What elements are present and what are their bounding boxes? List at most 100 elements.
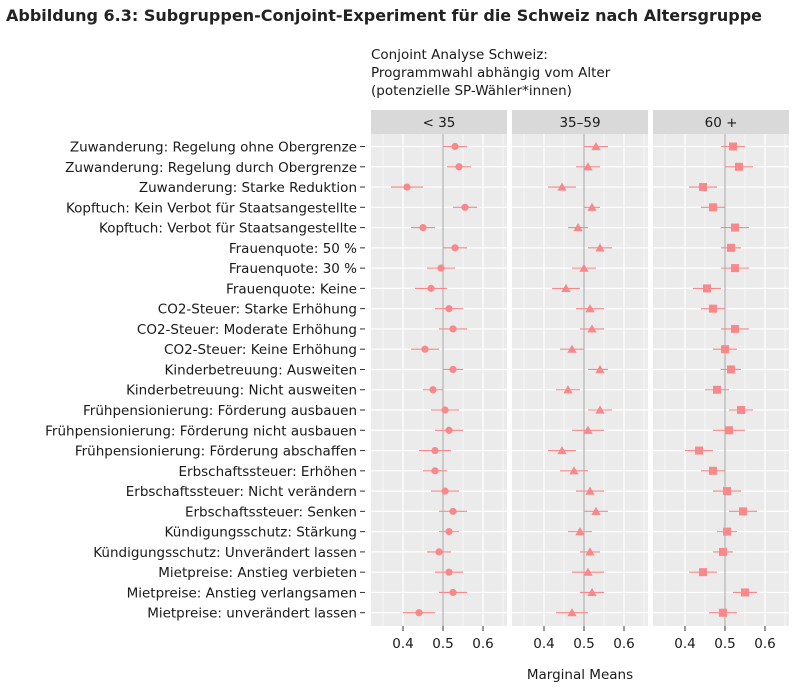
data-point (441, 487, 449, 495)
data-point (455, 163, 463, 171)
category-label: Kündigungsschutz: Stärkung (165, 525, 357, 541)
x-tick-label: 0.5 (432, 636, 453, 652)
category-label: Frauenquote: 30 % (229, 261, 357, 277)
category-label: Mietpreise: Anstieg verbieten (158, 565, 357, 581)
data-point (429, 386, 437, 394)
data-point (419, 223, 427, 232)
data-point (735, 162, 743, 171)
data-point (431, 467, 439, 475)
plot-panel (512, 134, 648, 626)
facet-strip (512, 110, 648, 134)
data-point (741, 588, 749, 597)
data-point (587, 202, 597, 211)
x-tick-label: 0.4 (392, 636, 413, 652)
data-point (415, 609, 423, 617)
category-label: Erbschaftssteuer: Erhöhen (179, 464, 358, 480)
data-point (719, 608, 727, 617)
data-point (567, 344, 577, 353)
data-point (587, 324, 597, 333)
facet-label: < 35 (423, 115, 456, 131)
data-point (739, 507, 747, 516)
data-point (695, 446, 703, 455)
data-point (595, 243, 605, 252)
data-point (435, 548, 443, 556)
data-point (727, 243, 735, 252)
data-point (445, 426, 453, 434)
data-point (727, 365, 735, 374)
data-point (591, 141, 601, 151)
chart-title-line-1: Conjoint Analyse Schweiz: (371, 47, 548, 63)
category-label: Zuwanderung: Starke Reduktion (139, 180, 357, 196)
x-tick-label: 0.6 (472, 636, 493, 652)
x-axis-title: Marginal Means (527, 667, 633, 683)
category-label: Kinderbetreuung: Ausweiten (165, 362, 357, 378)
chart-title: Conjoint Analyse Schweiz: Programmwahl a… (371, 46, 610, 100)
data-point (709, 304, 717, 313)
facet-strip (653, 110, 789, 134)
data-point (731, 324, 739, 333)
data-point (585, 486, 595, 495)
data-point (431, 446, 439, 455)
data-point (719, 547, 727, 556)
category-label: Erbschaftssteuer: Senken (185, 504, 357, 520)
data-point (445, 568, 453, 576)
data-point (451, 244, 459, 252)
data-point (451, 142, 459, 151)
data-point (461, 203, 469, 211)
data-point (563, 385, 573, 394)
category-label: Zuwanderung: Regelung ohne Obergrenze (70, 140, 357, 156)
category-label: Zuwanderung: Regelung durch Obergrenze (65, 160, 357, 176)
data-point (583, 162, 593, 171)
category-label: CO2-Steuer: Moderate Erhöhung (137, 322, 357, 338)
plot-panel (371, 134, 507, 626)
data-point (585, 304, 595, 313)
data-point (449, 507, 457, 515)
category-label: Erbschaftssteuer: Nicht verändern (126, 484, 357, 500)
x-tick-label: 0.6 (754, 636, 775, 652)
data-point (583, 425, 593, 434)
data-point (731, 223, 739, 232)
x-tick-label: 0.4 (674, 636, 695, 652)
category-label: CO2-Steuer: Keine Erhöhung (164, 342, 357, 358)
category-label: Frauenquote: Keine (226, 281, 357, 297)
data-point (699, 568, 707, 577)
data-point (579, 263, 589, 272)
facet-label: 35–59 (559, 115, 600, 131)
data-point (449, 365, 457, 374)
x-tick-label: 0.4 (533, 636, 554, 652)
data-point (449, 588, 457, 597)
data-point (587, 587, 597, 597)
data-point (729, 142, 737, 151)
category-label: Kinderbetreuung: Nicht ausweiten (126, 383, 357, 399)
facet-strip (371, 110, 507, 134)
data-point (573, 222, 583, 232)
category-label: Kündigungsschutz: Unverändert lassen (93, 545, 357, 561)
data-point (585, 547, 595, 556)
data-point (567, 608, 577, 617)
data-point (595, 364, 605, 374)
data-point (723, 487, 731, 496)
x-tick-label: 0.5 (573, 636, 594, 652)
data-point (713, 385, 721, 394)
data-point (723, 527, 731, 536)
data-point (731, 264, 739, 273)
data-point (449, 325, 457, 333)
x-tick-label: 0.6 (613, 636, 634, 652)
data-point (699, 183, 707, 192)
data-point (441, 406, 449, 414)
data-point (561, 283, 571, 292)
data-point (557, 445, 567, 455)
data-point (595, 405, 605, 414)
data-point (445, 528, 453, 536)
data-point (703, 284, 711, 293)
category-label: Frauenquote: 50 % (229, 241, 357, 257)
category-label: Frühpensionierung: Förderung ausbauen (83, 403, 357, 419)
x-tick-label: 0.5 (714, 636, 735, 652)
data-point (709, 466, 717, 475)
data-point (427, 284, 435, 292)
data-point (583, 567, 593, 576)
data-point (421, 345, 429, 353)
data-point (437, 264, 445, 272)
data-point (557, 182, 567, 191)
